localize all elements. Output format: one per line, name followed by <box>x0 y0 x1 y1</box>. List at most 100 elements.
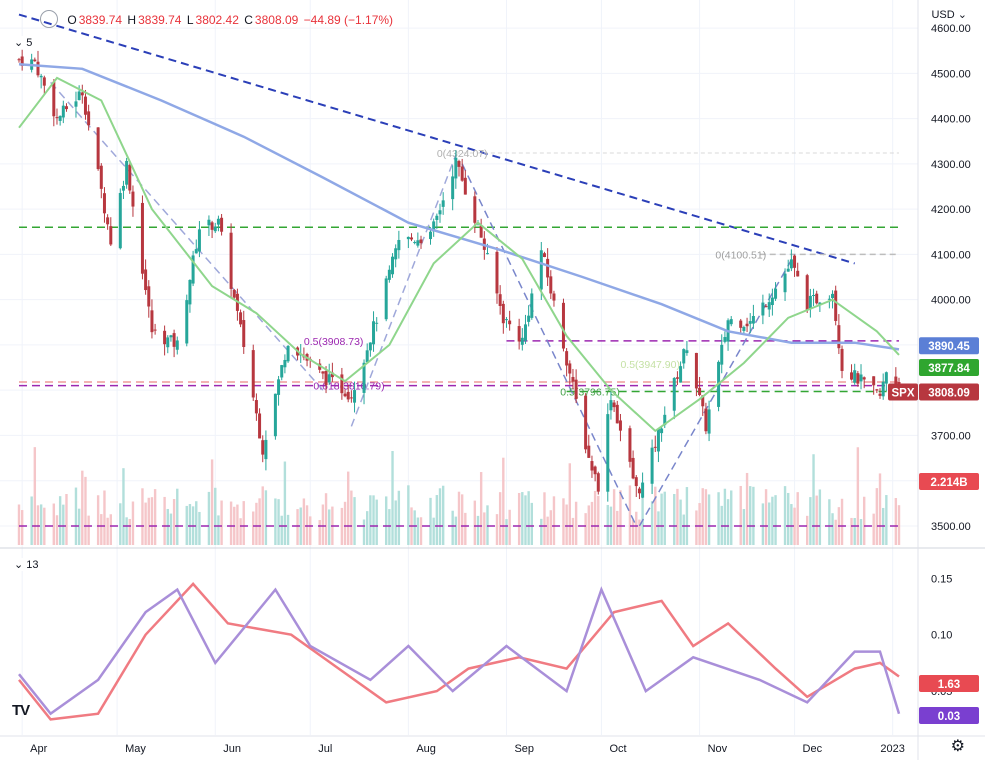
symbol-logo-icon[interactable] <box>40 10 58 28</box>
volume-bar <box>707 494 711 545</box>
chevron-down-icon: ⌄ <box>14 559 24 571</box>
volume-bar <box>568 463 571 545</box>
candle-body <box>61 105 65 118</box>
volume-bar <box>81 470 84 545</box>
candle-body <box>761 302 765 316</box>
candle-body <box>362 362 366 393</box>
volume-bar <box>679 499 682 545</box>
volume-bar <box>277 499 280 545</box>
volume-bar <box>460 494 464 545</box>
moving-averages <box>18 63 900 433</box>
candle-body <box>561 302 565 349</box>
volume-bar <box>584 513 587 545</box>
price-tick-label: 4600.00 <box>931 23 971 35</box>
candle-body <box>416 240 420 246</box>
high-label: H <box>127 13 137 27</box>
volume-bar <box>214 487 217 545</box>
volume-bar <box>834 519 837 545</box>
candle-body <box>277 379 281 395</box>
volume-bar <box>872 513 875 545</box>
candle-body <box>419 239 423 244</box>
candle-body <box>542 253 546 258</box>
candle-body <box>530 293 534 318</box>
volume-bar <box>274 498 277 545</box>
volume-bar <box>255 502 258 545</box>
volume-bar <box>562 498 565 545</box>
volume-bar <box>894 498 898 545</box>
tradingview-logo-icon[interactable]: TV <box>12 702 30 719</box>
candle-body <box>239 312 243 325</box>
candle-body <box>508 320 512 325</box>
volume-bar <box>704 489 708 545</box>
volume-bar <box>859 519 863 545</box>
candle-body <box>539 250 543 290</box>
osc-purple-badge: 0.03 <box>938 711 960 723</box>
candle-body <box>74 101 78 107</box>
volume-bar <box>587 505 590 545</box>
candle-body <box>258 413 262 439</box>
candle-body <box>789 259 793 269</box>
volume-bar <box>815 495 818 545</box>
candle-body <box>229 232 233 289</box>
volume-bar <box>685 487 689 545</box>
candle-body <box>517 326 521 342</box>
volume-bar <box>432 517 435 545</box>
candle-body <box>774 288 778 299</box>
time-tick-label: 2023 <box>880 743 904 755</box>
candle-body <box>375 322 379 324</box>
candle-body <box>596 473 600 492</box>
candle-body <box>264 439 268 460</box>
volume-bar <box>318 519 321 545</box>
volume-bar <box>723 488 727 545</box>
candle-body <box>454 157 458 179</box>
candle-body <box>80 92 84 96</box>
volume-bar <box>122 468 125 545</box>
volume-badge-bg <box>919 473 979 490</box>
candle-body <box>634 477 638 487</box>
volume-bar <box>682 514 685 545</box>
volume-bar <box>676 488 679 545</box>
candle-body <box>501 303 505 324</box>
sma-fast-line <box>18 76 900 433</box>
candle-body <box>672 378 676 411</box>
volume-bar <box>144 502 147 545</box>
fib-anchor-line <box>461 163 637 527</box>
gear-icon[interactable]: ⚙ <box>950 738 965 755</box>
volume-bar <box>862 496 866 545</box>
osc-length-chip[interactable]: ⌄ 13 <box>14 558 39 571</box>
price-tick-label: 4300.00 <box>931 159 971 171</box>
volume-bar <box>828 499 831 545</box>
price-badges: 3890.45 3877.84 3808.09 SPX 2.214B 1.63 0.03 <box>888 337 979 724</box>
volume-bar <box>280 515 283 545</box>
candle-body <box>438 210 442 215</box>
volume-bar <box>128 518 131 545</box>
volume-bar <box>654 486 657 545</box>
volume-bar <box>853 517 856 545</box>
volume-bar <box>74 487 78 545</box>
volume-bar <box>150 497 154 545</box>
volume-bar <box>239 518 242 545</box>
candle-body <box>653 446 657 448</box>
candle-body <box>884 372 888 384</box>
candle-body <box>856 373 860 384</box>
volume-bar <box>305 505 309 545</box>
candle-body <box>628 428 632 462</box>
volume-bar <box>657 511 660 545</box>
candle-body <box>742 326 746 331</box>
candle-body <box>786 268 790 272</box>
volume-bar <box>831 513 834 545</box>
volume-bar <box>565 504 568 545</box>
currency-selector[interactable]: USD ⌄ <box>931 8 967 21</box>
candle-body <box>872 376 876 386</box>
volume-bar <box>261 486 264 545</box>
osc-purple-line <box>18 586 901 716</box>
candle-body <box>571 376 575 382</box>
candle-body <box>770 297 774 306</box>
candle-body <box>384 278 388 320</box>
fib-anchor-line <box>350 154 457 427</box>
candle-body <box>254 400 258 414</box>
axes: 4600.00 4500.00 4400.00 4300.00 4200.00 4100.… <box>30 23 971 755</box>
open-value: 3839.74 <box>78 13 123 27</box>
ma-length-chip[interactable]: ⌄ 5 <box>14 36 33 49</box>
